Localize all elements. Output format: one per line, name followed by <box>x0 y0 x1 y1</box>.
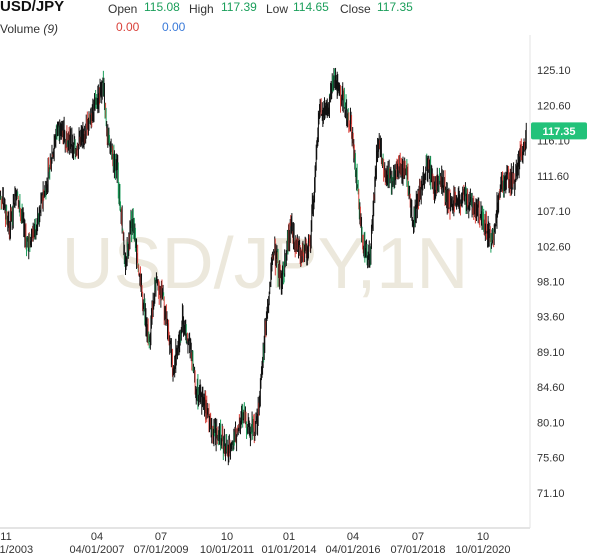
y-tick-label: 98.10 <box>537 277 565 289</box>
y-tick-label: 125.10 <box>537 65 571 77</box>
y-tick-label: 111.60 <box>537 171 569 183</box>
x-tick-month-label: 04 <box>91 531 103 543</box>
open-value: 115.08 <box>144 0 180 14</box>
x-tick-label: 04/01/2007 <box>69 544 124 556</box>
chart-header: USD/JPY Open 115.08 High 117.39 Low 114.… <box>0 0 600 40</box>
x-tick-month-label: 04 <box>347 531 359 543</box>
x-tick-label: 07/01/2009 <box>133 544 188 556</box>
x-tick-label: 01/01/2014 <box>261 544 316 556</box>
x-tick-month-label: 01 <box>283 531 295 543</box>
x-tick-month-label: 10 <box>477 531 489 543</box>
close-label: Close <box>340 2 371 16</box>
last-price-tag-bg <box>531 122 587 140</box>
high-value: 117.39 <box>221 0 257 14</box>
ohlc-bars <box>0 67 527 466</box>
volume-value-2: 0.00 <box>162 20 186 34</box>
volume-label: Volume (9) <box>0 22 58 36</box>
low-value: 114.65 <box>293 0 329 14</box>
y-tick-label: 71.10 <box>537 488 565 500</box>
y-tick-label: 120.60 <box>537 100 571 112</box>
close-value: 117.35 <box>377 0 413 14</box>
x-tick-month-label: 07 <box>155 531 167 543</box>
x-tick-month-label: 10 <box>221 531 233 543</box>
y-tick-label: 84.60 <box>537 382 565 394</box>
x-tick-label: 10/01/2020 <box>455 544 510 556</box>
volume-period: (9) <box>43 22 59 36</box>
x-tick-label: 07/01/2018 <box>390 544 445 556</box>
volume-label-text: Volume <box>0 22 41 36</box>
open-label: Open <box>108 2 138 16</box>
y-axis-ticks: 125.10120.60116.10111.60107.10102.6098.1… <box>537 65 571 500</box>
x-tick-label: 04/01/2016 <box>325 544 380 556</box>
y-tick-label: 75.60 <box>537 453 565 465</box>
chart-watermark: USD/JPY,1N <box>62 224 469 304</box>
last-price-tag: 117.35 <box>531 122 587 140</box>
symbol-title: USD/JPY <box>0 0 65 15</box>
x-tick-month-label: 07 <box>412 531 424 543</box>
y-tick-label: 107.10 <box>537 206 571 218</box>
x-tick-month-label: 11 <box>0 531 11 543</box>
y-tick-label: 93.60 <box>537 312 565 324</box>
volume-value-1: 0.00 <box>116 20 140 34</box>
y-tick-label: 102.60 <box>537 241 571 253</box>
y-tick-label: 80.10 <box>537 417 565 429</box>
x-tick-label: 10/01/2011 <box>200 544 254 556</box>
y-tick-label: 89.10 <box>537 347 565 359</box>
x-axis-ticks: 11/01/20031104/01/20070407/01/20090710/0… <box>0 531 511 556</box>
x-tick-label: 11/01/2003 <box>0 544 33 556</box>
high-label: High <box>189 2 214 16</box>
last-price-tag-text: 117.35 <box>542 126 575 138</box>
low-label: Low <box>266 2 289 16</box>
